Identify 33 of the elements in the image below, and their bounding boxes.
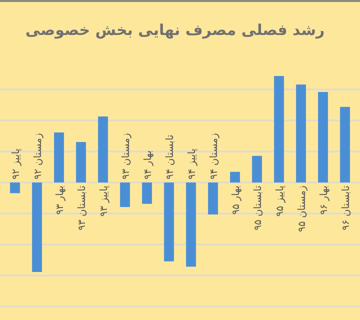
- x-tick-label: پاییز ۹۳: [99, 185, 110, 217]
- x-tick-label: پاییز ۹۴: [187, 148, 198, 180]
- x-tick-label: بهار ۹۶: [319, 186, 330, 215]
- bar: [76, 142, 86, 183]
- bar: [252, 156, 262, 183]
- x-tick-label: زمستان ۹۵: [297, 185, 308, 232]
- x-tick-label: تابستان ۹۳: [77, 185, 88, 230]
- bar: [98, 116, 108, 183]
- bar: [274, 76, 284, 183]
- bar: [164, 182, 174, 262]
- bar: [296, 84, 306, 183]
- bar: [340, 106, 350, 183]
- bar: [10, 182, 20, 194]
- x-tick-label: بهار ۹۳: [55, 186, 66, 215]
- bar: [208, 182, 218, 214]
- x-tick-label: زمستان ۹۴: [209, 132, 220, 180]
- x-tick-label: تابستان ۹۵: [253, 185, 264, 230]
- bar: [32, 182, 42, 272]
- bar: [54, 132, 64, 183]
- x-tick-label: پاییز ۹۵: [275, 185, 286, 217]
- x-tick-label: پاییز ۹۲: [11, 148, 22, 180]
- bar: [230, 172, 240, 183]
- bar: [142, 182, 152, 204]
- x-tick-label: تابستان ۹۴: [165, 134, 176, 180]
- bar: [186, 182, 196, 267]
- bar: [120, 182, 130, 208]
- x-tick-label: زمستان ۹۲: [33, 132, 44, 180]
- x-tick-label: بهار ۹۴: [143, 150, 154, 180]
- chart-title: رشد فصلی مصرف نهایی بخش خصوصی: [25, 21, 325, 39]
- x-tick-label: زمستان ۹۳: [121, 132, 132, 180]
- bar: [318, 92, 328, 183]
- x-tick-label: بهار ۹۵: [231, 186, 242, 215]
- x-tick-label: تابستان ۹۶: [341, 185, 352, 230]
